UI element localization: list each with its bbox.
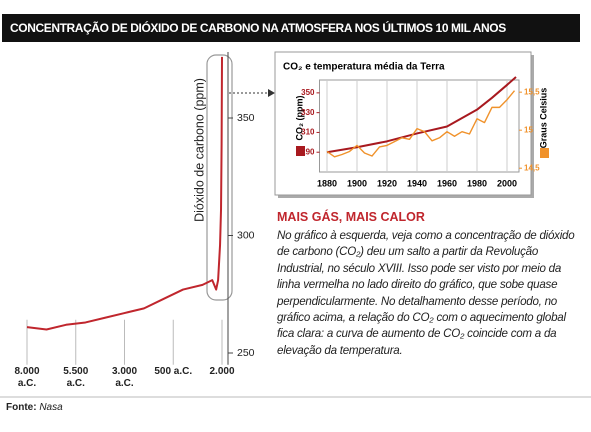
line-series — [326, 76, 517, 154]
note-text: No gráfico à esquerda, veja como a conce… — [277, 229, 575, 357]
x-tick-label: 500 a.C. — [154, 365, 193, 377]
x-tick-label: 1980 — [467, 178, 487, 188]
legend-swatch — [296, 146, 305, 156]
x-tick-label: 1940 — [407, 178, 427, 188]
y-tick-label: 310 — [301, 128, 315, 137]
x-tick-label: 2000 — [497, 178, 517, 188]
y2-tick-label: 15 — [524, 125, 533, 134]
arrow-head — [268, 89, 275, 97]
x-tick-label: 8.000 a.C. — [14, 365, 40, 389]
inset-title: CO₂ e temperatura média da Terra — [283, 62, 445, 73]
title: CONCENTRAÇÃO DE DIÓXIDO DE CARBONO NA AT… — [2, 14, 580, 42]
y-tick-label: 350 — [301, 88, 315, 97]
x-tick-label: 1960 — [437, 178, 457, 188]
y-axis-label: CO₂ (ppm) — [294, 96, 304, 141]
x-tick-label: 3.000 a.C. — [111, 365, 138, 389]
source-text: Nasa — [39, 402, 63, 413]
x-tick-label: 1900 — [347, 178, 367, 188]
y2-axis-label: Graus Celsius — [538, 88, 548, 149]
x-tick-label: 1880 — [317, 178, 337, 188]
source: Fonte: Nasa — [6, 402, 63, 413]
y-tick-label: 290 — [301, 147, 315, 156]
plot-area — [319, 79, 520, 173]
y-axis-label: Dióxido de carbono (ppm) — [192, 78, 206, 222]
x-tick-label: 1920 — [377, 178, 397, 188]
y2-tick-label: 14,5 — [524, 163, 540, 172]
legend-swatch — [540, 148, 549, 158]
x-tick-label: 5.500 a.C. — [63, 365, 89, 389]
y-tick-label: 350 — [237, 112, 255, 124]
y-tick-label: 300 — [237, 229, 255, 241]
note-heading: MAIS GÁS, MAIS CALOR — [277, 210, 425, 224]
source-label: Fonte: — [6, 402, 37, 413]
y-tick-label: 250 — [237, 347, 255, 359]
y2-tick-label: 15,5 — [524, 87, 540, 96]
y-tick-label: 330 — [301, 108, 315, 117]
highlight-box — [206, 54, 233, 301]
line-series — [26, 56, 223, 331]
x-tick-label: 2.000 — [209, 365, 235, 377]
line-series — [326, 90, 516, 158]
